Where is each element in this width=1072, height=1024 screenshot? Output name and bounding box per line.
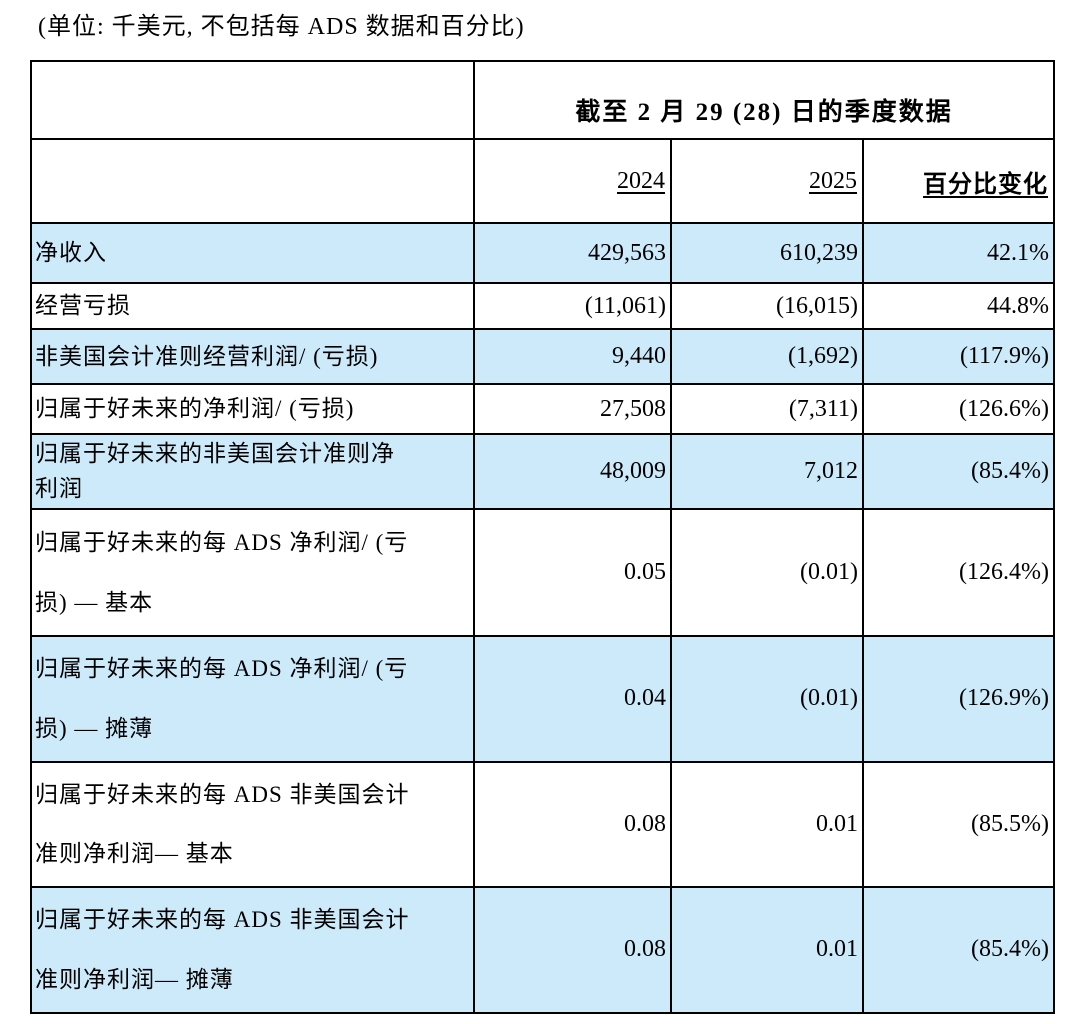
empty-corner-cell xyxy=(30,60,475,140)
column-header-row: 2024 2025 百分比变化 xyxy=(30,138,1056,224)
value-2025: 610,239 xyxy=(670,222,864,284)
value-2025: (7,311) xyxy=(670,383,864,435)
period-header: 截至 2 月 29 (28) 日的季度数据 xyxy=(472,60,1056,140)
value-pct-change: (126.9%) xyxy=(861,635,1056,763)
column-header-pct-change-label: 百分比变化 xyxy=(923,171,1049,198)
value-2024: 48,009 xyxy=(473,433,672,510)
table-row-net-income-attributable: 归属于好未来的净利润/ (亏损) 27,508 (7,311) (126.6%) xyxy=(30,383,1056,435)
value-2024: (11,061) xyxy=(473,282,672,330)
row-label: 非美国会计准则经营利润/ (亏损) xyxy=(30,328,475,385)
table-row-non-gaap-net-income: 归属于好未来的非美国会计准则净 利润 48,009 7,012 (85.4%) xyxy=(30,433,1056,510)
value-2024: 27,508 xyxy=(473,383,672,435)
row-label: 归属于好未来的每 ADS 净利润/ (亏 损) — 摊薄 xyxy=(30,635,475,763)
row-label: 归属于好未来的净利润/ (亏损) xyxy=(30,383,475,435)
value-pct-change: (85.4%) xyxy=(861,886,1056,1014)
value-pct-change: (85.4%) xyxy=(861,433,1056,510)
value-2024: 9,440 xyxy=(473,328,672,385)
row-label: 归属于好未来的每 ADS 非美国会计 准则净利润— 摊薄 xyxy=(30,886,475,1014)
value-2024: 0.04 xyxy=(473,635,672,763)
table-row-non-gaap-net-income-per-ads-basic: 归属于好未来的每 ADS 非美国会计 准则净利润— 基本 0.08 0.01 (… xyxy=(30,760,1056,889)
table-row-non-gaap-net-income-per-ads-diluted: 归属于好未来的每 ADS 非美国会计 准则净利润— 摊薄 0.08 0.01 (… xyxy=(30,886,1056,1014)
row-label: 经营亏损 xyxy=(30,282,475,330)
column-header-2024: 2024 xyxy=(473,138,672,224)
row-label: 归属于好未来的每 ADS 非美国会计 准则净利润— 基本 xyxy=(30,760,475,889)
row-label: 归属于好未来的每 ADS 净利润/ (亏 损) — 基本 xyxy=(30,508,475,637)
row-label: 净收入 xyxy=(30,222,475,284)
empty-header-cell xyxy=(30,138,475,224)
column-header-2025-label: 2025 xyxy=(809,167,857,194)
column-header-2024-label: 2024 xyxy=(617,167,665,194)
quarterly-financial-table: 截至 2 月 29 (28) 日的季度数据 2024 2025 百分比变化 净收… xyxy=(30,60,1056,1014)
value-2024: 0.08 xyxy=(473,886,672,1014)
table-row-net-income-per-ads-basic: 归属于好未来的每 ADS 净利润/ (亏 损) — 基本 0.05 (0.01)… xyxy=(30,508,1056,637)
table-row-net-revenues: 净收入 429,563 610,239 42.1% xyxy=(30,222,1056,284)
value-2024: 0.08 xyxy=(473,760,672,889)
table-row-non-gaap-operating-income: 非美国会计准则经营利润/ (亏损) 9,440 (1,692) (117.9%) xyxy=(30,328,1056,385)
period-header-row: 截至 2 月 29 (28) 日的季度数据 xyxy=(30,60,1056,140)
value-2025: 7,012 xyxy=(670,433,864,510)
column-header-2025: 2025 xyxy=(670,138,864,224)
value-2025: 0.01 xyxy=(670,886,864,1014)
column-header-pct-change: 百分比变化 xyxy=(861,138,1056,224)
value-2025: 0.01 xyxy=(670,760,864,889)
row-label: 归属于好未来的非美国会计准则净 利润 xyxy=(30,433,475,510)
table-row-net-income-per-ads-diluted: 归属于好未来的每 ADS 净利润/ (亏 损) — 摊薄 0.04 (0.01)… xyxy=(30,635,1056,763)
table-row-operating-loss: 经营亏损 (11,061) (16,015) 44.8% xyxy=(30,282,1056,330)
value-pct-change: (126.4%) xyxy=(861,508,1056,637)
value-pct-change: (85.5%) xyxy=(861,760,1056,889)
value-pct-change: (126.6%) xyxy=(861,383,1056,435)
value-2024: 0.05 xyxy=(473,508,672,637)
value-pct-change: 44.8% xyxy=(861,282,1056,330)
value-2025: (0.01) xyxy=(670,635,864,763)
value-2025: (0.01) xyxy=(670,508,864,637)
value-2024: 429,563 xyxy=(473,222,672,284)
value-2025: (1,692) xyxy=(670,328,864,385)
value-pct-change: 42.1% xyxy=(861,222,1056,284)
value-2025: (16,015) xyxy=(670,282,864,330)
unit-note: (单位: 千美元, 不包括每 ADS 数据和百分比) xyxy=(38,14,525,40)
value-pct-change: (117.9%) xyxy=(861,328,1056,385)
